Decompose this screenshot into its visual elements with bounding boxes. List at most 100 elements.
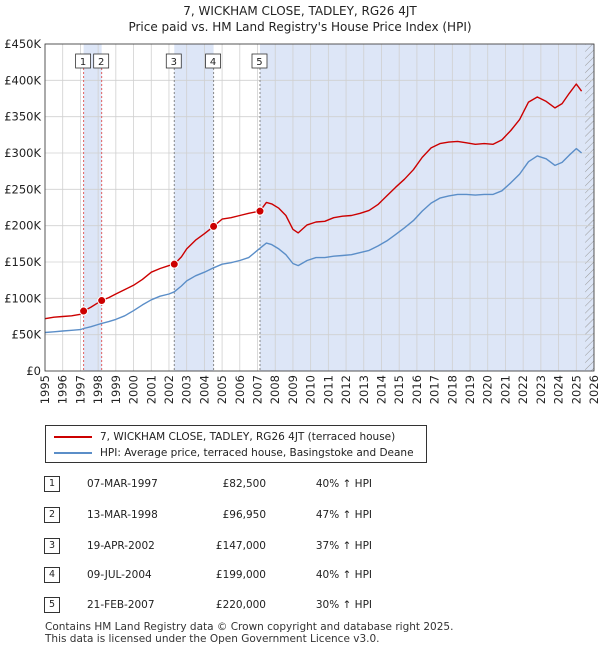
sale-price: £96,950 xyxy=(222,509,266,521)
legend-item-price: 7, WICKHAM CLOSE, TADLEY, RG26 4JT (terr… xyxy=(54,430,395,444)
price-series-line xyxy=(44,83,583,320)
sale-number-badge: 3 xyxy=(44,538,60,554)
x-tick-label: 2017 xyxy=(428,375,442,404)
sale-marker-number: 2 xyxy=(98,57,104,68)
x-tick-label: 2005 xyxy=(215,375,229,404)
sale-hpi-change: 40% ↑ HPI xyxy=(315,569,372,581)
x-tick-label: 1996 xyxy=(56,375,70,404)
x-tick-label: 1995 xyxy=(38,375,52,404)
legend-swatch-hpi xyxy=(54,452,92,454)
y-tick-label: £300K xyxy=(4,146,41,160)
sale-marker-number: 3 xyxy=(171,57,177,68)
sale-date: 07-MAR-1997 xyxy=(87,478,158,490)
x-tick-label: 2004 xyxy=(197,375,211,404)
sale-number-badge: 1 xyxy=(44,476,60,492)
x-tick-label: 2016 xyxy=(410,375,424,404)
table-row: 2 13-MAR-1998 £96,950 47% ↑ HPI xyxy=(42,507,462,523)
footer-licence: This data is licensed under the Open Gov… xyxy=(45,633,380,645)
sale-hpi-change: 37% ↑ HPI xyxy=(315,540,372,552)
x-tick-label: 2023 xyxy=(534,375,548,404)
plot-frame xyxy=(44,43,595,372)
sale-point xyxy=(255,206,265,216)
sale-marker-box xyxy=(93,53,110,69)
x-tick-label: 1998 xyxy=(91,375,105,404)
sale-price: £199,000 xyxy=(215,569,266,581)
sale-marker-box xyxy=(165,53,182,69)
legend-swatch-price xyxy=(54,436,92,438)
title-line-1: 7, WICKHAM CLOSE, TADLEY, RG26 4JT xyxy=(183,4,417,18)
hpi-series-line xyxy=(44,147,583,334)
y-tick-label: £200K xyxy=(4,219,41,233)
x-tick-label: 2002 xyxy=(162,375,176,404)
y-tick-label: £350K xyxy=(4,110,41,124)
x-tick-label: 2000 xyxy=(127,375,141,404)
sale-date: 19-APR-2002 xyxy=(87,540,155,552)
x-tick-label: 2012 xyxy=(339,375,353,404)
x-tick-label: 1999 xyxy=(109,375,123,404)
legend-item-hpi: HPI: Average price, terraced house, Basi… xyxy=(54,446,414,460)
x-tick-label: 2024 xyxy=(552,375,566,404)
x-tick-label: 1997 xyxy=(73,375,87,404)
sale-marker-number: 5 xyxy=(256,57,262,68)
x-tick-label: 2018 xyxy=(445,375,459,404)
table-row: 5 21-FEB-2007 £220,000 30% ↑ HPI xyxy=(42,597,462,613)
legend: 7, WICKHAM CLOSE, TADLEY, RG26 4JT (terr… xyxy=(45,425,427,463)
x-tick-label: 2006 xyxy=(233,375,247,404)
x-tick-label: 2019 xyxy=(463,375,477,404)
title-line-2: Price paid vs. HM Land Registry's House … xyxy=(128,20,472,34)
legend-label-hpi: HPI: Average price, terraced house, Basi… xyxy=(100,447,414,459)
sale-marker-box xyxy=(251,53,268,69)
legend-label-price: 7, WICKHAM CLOSE, TADLEY, RG26 4JT (terr… xyxy=(100,431,396,443)
sale-marker-box xyxy=(205,53,221,69)
price-chart: 1 2 3 4 5 £0 £50K £100K £150K £200K £250K £300K £350… xyxy=(4,37,600,404)
sale-date: 21-FEB-2007 xyxy=(87,599,155,611)
x-tick-label: 2001 xyxy=(144,375,158,404)
x-tick-label: 2014 xyxy=(374,375,388,404)
hatched-forecast-region xyxy=(585,44,594,371)
sale-price: £220,000 xyxy=(215,599,266,611)
sale-marker-number: 4 xyxy=(210,57,216,68)
sale-point xyxy=(79,306,89,316)
sale-number-badge: 2 xyxy=(44,507,60,523)
shaded-ownership-period xyxy=(174,44,214,371)
x-tick-label: 2021 xyxy=(498,375,512,404)
y-tick-label: £400K xyxy=(4,73,41,87)
sale-date: 09-JUL-2004 xyxy=(87,569,152,581)
x-tick-label: 2020 xyxy=(481,375,495,404)
sale-number-badge: 4 xyxy=(44,567,60,583)
sale-point xyxy=(209,221,219,231)
x-tick-label: 2010 xyxy=(304,375,318,404)
sale-hpi-change: 47% ↑ HPI xyxy=(315,509,372,521)
sale-price: £147,000 xyxy=(215,540,266,552)
x-tick-label: 2026 xyxy=(587,375,600,404)
sale-point xyxy=(169,259,179,269)
sale-hpi-change: 40% ↑ HPI xyxy=(315,478,372,490)
x-tick-label: 2009 xyxy=(286,375,300,404)
x-tick-label: 2013 xyxy=(357,375,371,404)
x-tick-label: 2003 xyxy=(180,375,194,404)
x-tick-label: 2007 xyxy=(251,375,265,404)
sale-number-badge: 5 xyxy=(44,597,60,613)
y-tick-label: £250K xyxy=(4,182,41,196)
chart-title: 7, WICKHAM CLOSE, TADLEY, RG26 4JT Price… xyxy=(0,3,600,35)
footer: Contains HM Land Registry data © Crown c… xyxy=(45,621,453,645)
y-tick-label: £50K xyxy=(12,328,42,342)
y-tick-label: £450K xyxy=(4,37,41,51)
x-tick-label: 2011 xyxy=(321,375,335,404)
y-tick-label: £100K xyxy=(4,291,41,305)
x-tick-label: 2025 xyxy=(569,375,583,404)
sale-marker-box xyxy=(75,53,92,69)
sale-hpi-change: 30% ↑ HPI xyxy=(315,599,372,611)
table-row: 3 19-APR-2002 £147,000 37% ↑ HPI xyxy=(42,538,462,554)
sale-price: £82,500 xyxy=(222,478,266,490)
table-row: 4 09-JUL-2004 £199,000 40% ↑ HPI xyxy=(42,567,462,583)
x-tick-label: 2015 xyxy=(392,375,406,404)
footer-copyright: Contains HM Land Registry data © Crown c… xyxy=(45,621,454,633)
table-row: 1 07-MAR-1997 £82,500 40% ↑ HPI xyxy=(42,476,462,492)
sale-point xyxy=(97,296,107,306)
y-tick-label: £0 xyxy=(26,364,41,378)
sale-marker-number: 1 xyxy=(80,57,86,68)
x-tick-label: 2022 xyxy=(516,375,530,404)
y-tick-label: £150K xyxy=(4,255,41,269)
shaded-ownership-period xyxy=(83,44,102,371)
